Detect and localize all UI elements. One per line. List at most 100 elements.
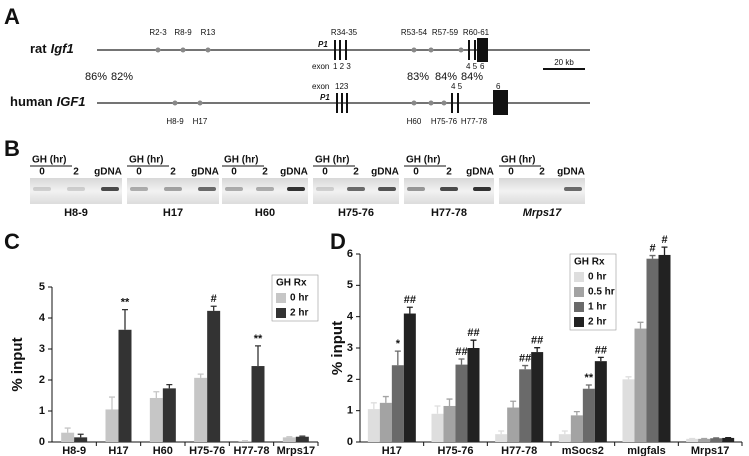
bar <box>558 434 571 442</box>
lane-label: gDNA <box>371 167 399 178</box>
y-tick-label: 3 <box>39 343 45 355</box>
lane-label: gDNA <box>280 167 308 178</box>
human-regions <box>172 100 447 106</box>
gene: IGF1 <box>57 94 86 109</box>
human-exons <box>336 93 459 113</box>
legend: GH Rx 0 hr 0.5 hr 1 hr 2 hr <box>569 253 617 331</box>
lane-label: gDNA <box>94 167 122 178</box>
identity: 84% <box>435 71 457 83</box>
bar <box>282 437 296 442</box>
exon-numbers: 1 2 3 <box>333 62 351 71</box>
error-bar <box>166 384 173 389</box>
lane-label: 0 <box>413 167 419 178</box>
bar <box>622 379 635 442</box>
error-bar <box>122 308 128 330</box>
significance: # <box>649 242 655 254</box>
lane-label: 2 <box>353 167 359 178</box>
bar <box>238 441 252 442</box>
error-bar <box>77 433 84 438</box>
y-tick-label: 5 <box>39 281 45 293</box>
region-label: R53-54 <box>401 28 428 37</box>
gel-label: H75-76 <box>338 207 374 219</box>
lane-label: 2 <box>446 167 452 178</box>
lane-label: 0 <box>322 167 328 178</box>
lane-label: 2 <box>262 167 268 178</box>
panel-letter: B <box>4 136 20 161</box>
bar <box>698 438 711 442</box>
identity: 83% <box>407 71 429 83</box>
error-bar <box>510 400 517 408</box>
y-axis-label: % input <box>329 321 346 375</box>
y-tick-label: 1 <box>347 405 353 417</box>
gel-label: H17 <box>163 207 183 219</box>
legend-frame <box>569 253 617 331</box>
error-bar <box>382 395 389 403</box>
bar <box>118 329 132 442</box>
legend: GH Rx 0 hr 2 hr <box>271 274 319 322</box>
x-tick-label: mIgfals <box>627 445 666 456</box>
bar <box>74 437 88 442</box>
error-bar <box>522 364 529 370</box>
bar <box>443 405 456 442</box>
gel-header: GH (hr) <box>501 155 535 166</box>
gel-header: GH (hr) <box>129 155 163 166</box>
x-tick-label: H60 <box>153 445 173 456</box>
error-bar <box>585 384 592 389</box>
gene: Igf1 <box>51 41 74 56</box>
significance: ## <box>519 352 531 364</box>
x-tick-label: H17 <box>382 445 402 456</box>
species: rat <box>30 41 47 56</box>
lane-label: 0 <box>508 167 514 178</box>
legend-swatch <box>574 317 584 327</box>
gel-header: GH (hr) <box>224 155 258 166</box>
x-tick-label: H17 <box>108 445 128 456</box>
lane-label: gDNA <box>191 167 219 178</box>
bar <box>162 388 176 442</box>
gel-band <box>198 187 216 191</box>
significance: ## <box>595 344 607 356</box>
error-bar <box>573 410 580 416</box>
y-tick-label: 5 <box>347 279 353 291</box>
lane-label: 2 <box>73 167 79 178</box>
region-label: H75-76 <box>431 117 458 126</box>
gel-band <box>256 187 274 191</box>
lane-label: 0 <box>231 167 237 178</box>
legend-label: 0.5 hr <box>588 287 615 298</box>
x-tick-label: H75-76 <box>437 445 473 456</box>
significance: # <box>661 234 667 246</box>
y-tick-label: 1 <box>39 405 45 417</box>
bar <box>722 437 735 442</box>
gel-header: GH (hr) <box>406 155 440 166</box>
gel-label: H60 <box>255 207 275 219</box>
y-axis-label: % input <box>9 337 26 391</box>
error-bar <box>649 254 656 259</box>
rat-regions <box>155 47 464 53</box>
legend-swatch <box>276 293 286 303</box>
panel-letter: D <box>330 229 346 254</box>
x-tick-label: Mrps17 <box>691 445 730 456</box>
bar <box>61 432 75 442</box>
x-tick-label: Mrps17 <box>277 445 316 456</box>
exon-word: exon <box>312 62 329 71</box>
lane-label: 0 <box>39 167 45 178</box>
error-bar <box>394 350 401 366</box>
error-bar <box>210 305 217 311</box>
legend-label: 0 hr <box>290 293 308 304</box>
legend-swatch <box>276 308 286 318</box>
region-label: H17 <box>193 117 208 126</box>
identity: 86% <box>85 71 107 83</box>
error-bar <box>406 306 413 314</box>
bar <box>207 310 221 442</box>
error-bar <box>446 398 453 406</box>
error-bar <box>255 345 261 367</box>
gel-label: H8-9 <box>64 207 88 219</box>
error-bar <box>498 430 505 435</box>
y-tick-label: 2 <box>347 373 353 385</box>
gel-header: GH (hr) <box>315 155 349 166</box>
promoter: P1 <box>320 93 330 102</box>
bar <box>367 409 380 442</box>
rat-gene-label: rat Igf1 <box>30 41 74 56</box>
region-label: R2-3 <box>149 28 167 37</box>
